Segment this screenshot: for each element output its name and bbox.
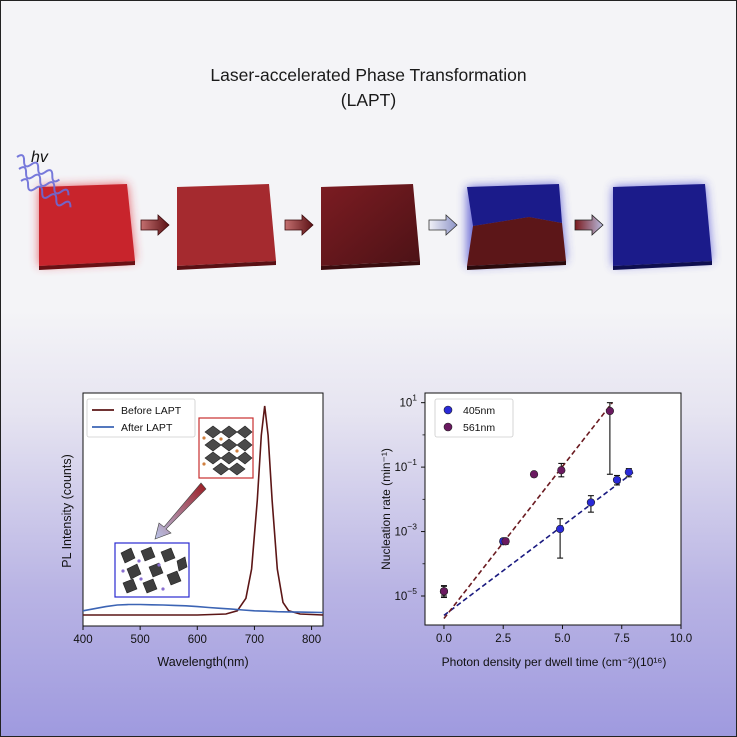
nr-point-405nm [612, 475, 622, 485]
nr-point-561nm [439, 587, 449, 596]
arrow-3 [428, 214, 458, 236]
slab-mixed-phase [467, 184, 566, 270]
pl-lines [82, 405, 324, 616]
pl-x-tick-label: 400 [73, 634, 92, 646]
nr-fit-lines [443, 402, 635, 620]
legend-marker-561 [443, 422, 453, 432]
legend-label-561: 561nm [463, 422, 495, 434]
slab-red-intermediate [177, 184, 276, 270]
pl-x-tick-label: 800 [302, 634, 321, 646]
structure-inset-red [198, 417, 254, 479]
pl-x-tick-label: 700 [245, 634, 264, 646]
legend-label-before: Before LAPT [121, 405, 182, 417]
nr-point-561nm [605, 406, 614, 416]
legend-label-after: After LAPT [121, 422, 173, 434]
arrow-2 [284, 214, 314, 236]
arrow-4 [574, 214, 604, 236]
nr-y-tick-label: 10−5 [395, 586, 418, 603]
nr-point-561nm [557, 466, 566, 475]
slab-blue-final [613, 184, 712, 270]
nr-fit-561nm [443, 402, 613, 620]
inset-transform-arrow [154, 482, 207, 540]
nr-y-tick-label: 10−1 [395, 457, 418, 474]
figure-subtitle: (LAPT) [340, 90, 397, 110]
nr-legend: 405nm 561nm [434, 398, 514, 438]
nr-x-ticks: 0.0 2.5 5.0 7.5 10.0 [436, 625, 692, 645]
slab-dark-red [321, 184, 420, 270]
pl-legend: Before LAPT After LAPT [86, 398, 196, 438]
nr-x-tick-label: 7.5 [614, 633, 630, 645]
nr-point-561nm [529, 470, 539, 479]
arrow-1 [140, 214, 170, 236]
nr-x-tick-label: 0.0 [436, 633, 452, 645]
nr-point-405nm [556, 524, 565, 534]
nr-point-405nm [586, 498, 596, 507]
nr-y-axis-label: Nucleation rate (min⁻¹) [379, 448, 393, 570]
nr-points [439, 402, 633, 599]
pl-x-axis-label: Wavelength(nm) [157, 655, 248, 669]
figure-title: Laser-accelerated Phase Transformation [210, 65, 527, 85]
pl-y-axis-label: PL Intensity (counts) [60, 454, 74, 567]
pl-series-after [82, 603, 324, 614]
nr-x-tick-label: 2.5 [495, 633, 511, 645]
pl-x-ticks: 400 500 600 700 800 [73, 626, 321, 646]
nr-x-axis-label: Photon density per dwell time (cm⁻²)(10¹… [442, 655, 667, 669]
nr-point-561nm [501, 537, 510, 546]
nr-y-ticks: 101 10−1 10−3 10−5 [395, 393, 425, 603]
phase-transformation-diagram [16, 154, 712, 270]
nr-y-tick-label: 101 [399, 393, 417, 410]
pl-series-before [83, 405, 324, 616]
pl-x-tick-label: 500 [131, 634, 150, 646]
photon-label: hv [31, 149, 48, 166]
legend-marker-405 [443, 405, 453, 415]
nr-y-tick-label: 10−3 [395, 522, 418, 539]
nr-x-tick-label: 10.0 [670, 633, 692, 645]
pl-x-tick-label: 600 [188, 634, 207, 646]
nr-x-tick-label: 5.0 [554, 633, 570, 645]
structure-inset-blue [114, 542, 190, 598]
photon-wave-icon [16, 154, 72, 208]
legend-label-405: 405nm [463, 405, 495, 417]
nr-point-405nm [624, 468, 633, 477]
